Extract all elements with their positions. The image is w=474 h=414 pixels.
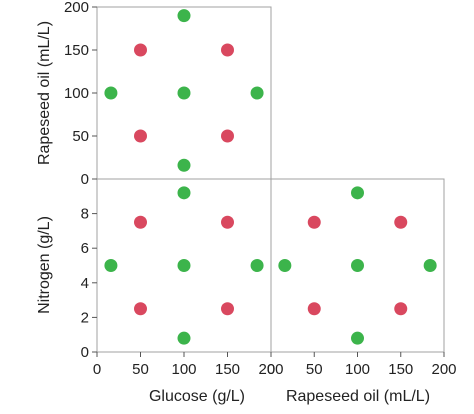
data-point-top-left-8 bbox=[177, 158, 191, 172]
y-axis-label-top: Rapeseed oil (mL/L) bbox=[36, 21, 53, 165]
x-tick-label-bottom-left-2: 100 bbox=[171, 361, 196, 378]
data-point-bottom-right-8 bbox=[351, 331, 364, 345]
data-point-bottom-left-2 bbox=[221, 215, 234, 229]
x-tick-label-bottom-right-1: 50 bbox=[306, 361, 323, 378]
x-tick-label-bottom-left-0: 0 bbox=[93, 361, 101, 378]
x-axis-label-left: Glucose (g/L) bbox=[149, 388, 245, 405]
data-point-bottom-left-0 bbox=[177, 186, 191, 200]
data-point-bottom-left-8 bbox=[177, 331, 191, 345]
data-point-top-left-1 bbox=[134, 43, 147, 57]
data-point-bottom-right-7 bbox=[394, 302, 408, 316]
data-point-bottom-left-3 bbox=[104, 259, 118, 272]
data-point-bottom-right-2 bbox=[394, 215, 408, 229]
data-point-bottom-right-4 bbox=[351, 259, 364, 272]
data-point-bottom-right-3 bbox=[278, 259, 292, 272]
y-tick-label-top-left-2: 100 bbox=[64, 85, 89, 102]
y-tick-label-bottom-left-3: 6 bbox=[81, 240, 89, 257]
data-point-top-left-4 bbox=[177, 86, 191, 100]
x-tick-label-bottom-right-4: 200 bbox=[431, 361, 456, 378]
y-axis-label-bottom: Nitrogen (g/L) bbox=[36, 216, 53, 314]
x-tick-label-bottom-left-1: 50 bbox=[132, 361, 149, 378]
x-axis-label-right: Rapeseed oil (mL/L) bbox=[286, 388, 430, 405]
data-point-top-left-3 bbox=[104, 86, 118, 100]
data-point-bottom-left-7 bbox=[221, 302, 234, 316]
data-point-top-left-2 bbox=[221, 43, 234, 57]
data-point-bottom-right-1 bbox=[307, 215, 321, 229]
y-tick-label-bottom-left-4: 8 bbox=[81, 206, 89, 223]
data-point-bottom-left-1 bbox=[134, 215, 147, 229]
x-tick-label-bottom-right-2: 100 bbox=[345, 361, 370, 378]
data-point-bottom-right-0 bbox=[351, 186, 364, 200]
data-point-top-left-7 bbox=[221, 129, 234, 143]
points-layer bbox=[104, 9, 437, 345]
x-tick-label-bottom-right-3: 150 bbox=[388, 361, 413, 378]
x-tick-label-bottom-right-0: 0 bbox=[267, 361, 275, 378]
data-point-bottom-right-6 bbox=[307, 302, 321, 316]
data-point-bottom-left-6 bbox=[134, 302, 147, 316]
data-point-top-left-6 bbox=[134, 129, 147, 143]
y-tick-label-top-left-1: 50 bbox=[72, 128, 89, 145]
y-tick-label-bottom-left-1: 2 bbox=[81, 309, 89, 326]
x-tick-label-bottom-left-4: 200 bbox=[258, 361, 283, 378]
x-tick-label-bottom-left-3: 150 bbox=[215, 361, 240, 378]
data-point-top-left-5 bbox=[250, 86, 264, 100]
y-tick-label-top-left-4: 200 bbox=[64, 0, 89, 16]
data-point-bottom-right-5 bbox=[423, 259, 437, 272]
y-tick-label-bottom-left-0: 0 bbox=[81, 344, 89, 361]
data-point-bottom-left-5 bbox=[250, 259, 264, 272]
data-point-bottom-left-4 bbox=[177, 259, 191, 272]
y-tick-label-top-left-0: 0 bbox=[81, 171, 89, 188]
data-point-top-left-0 bbox=[177, 9, 191, 23]
y-tick-label-bottom-left-2: 4 bbox=[81, 275, 89, 292]
y-tick-label-top-left-3: 150 bbox=[64, 42, 89, 59]
